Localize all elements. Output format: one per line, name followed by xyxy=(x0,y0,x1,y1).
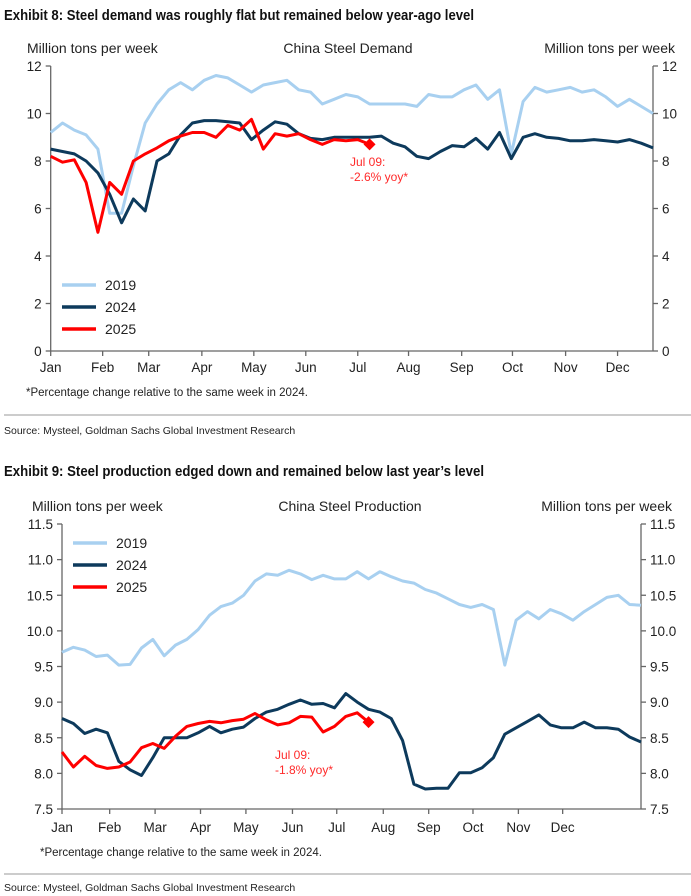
y-tick-label-left: 10.5 xyxy=(27,588,53,603)
legend-label: 2025 xyxy=(116,579,147,595)
legend-label: 2019 xyxy=(116,535,147,551)
series-line-2019 xyxy=(61,568,642,667)
y-tick-label-right: 6 xyxy=(662,202,670,217)
x-tick-label: Jun xyxy=(282,820,304,835)
y-tick-label-right: 9.5 xyxy=(650,660,669,675)
x-tick-label: Nov xyxy=(506,820,530,835)
y-tick-label-right: 10.0 xyxy=(650,624,676,639)
annotation-yoy: -2.6% yoy* xyxy=(350,170,408,184)
annotation-date: Jul 09: xyxy=(275,748,310,762)
latest-point-marker xyxy=(363,138,376,151)
x-tick-label: Sep xyxy=(450,360,474,375)
y-tick-label-left: 7.5 xyxy=(34,802,53,817)
y-tick-label-right: 11.5 xyxy=(650,517,675,532)
footnote: *Percentage change relative to the same … xyxy=(26,387,308,399)
y-tick-label-right: 0 xyxy=(662,344,670,359)
x-tick-label: Oct xyxy=(462,820,483,835)
exhibit-9: Exhibit 9: Steel production edged down a… xyxy=(4,464,691,894)
y-tick-label-left: 6 xyxy=(34,202,42,217)
exhibit-8: Exhibit 8: Steel demand was roughly flat… xyxy=(4,8,691,437)
series-line-2019 xyxy=(49,74,654,215)
series-line-2025 xyxy=(50,117,371,234)
x-tick-label: Jul xyxy=(328,820,345,835)
x-tick-label: Jan xyxy=(51,820,73,835)
x-tick-label: Mar xyxy=(143,820,167,835)
series-line-2024 xyxy=(61,692,642,791)
y-tick-label-right: 12 xyxy=(662,59,677,74)
x-tick-label: Jul xyxy=(349,360,366,375)
y-tick-label-right: 8 xyxy=(662,154,670,169)
y-tick-label-right: 8.5 xyxy=(650,731,669,746)
x-tick-label: Sep xyxy=(417,820,441,835)
y-tick-label-right: 7.5 xyxy=(650,802,669,817)
x-tick-label: Aug xyxy=(397,360,421,375)
y-tick-label-left: 9.5 xyxy=(34,660,53,675)
y-tick-label-left: 8 xyxy=(34,154,42,169)
y-tick-label-right: 8.0 xyxy=(650,766,669,781)
latest-point-marker xyxy=(362,716,375,729)
y-tick-label-right: 11.0 xyxy=(650,553,675,568)
y-tick-label-left: 9.0 xyxy=(34,695,53,710)
y-tick-label-left: 0 xyxy=(34,344,42,359)
y-tick-label-right: 2 xyxy=(662,297,670,312)
x-tick-label: Apr xyxy=(191,360,213,375)
y-tick-label-left: 12 xyxy=(27,59,42,74)
y-axis-label-right: Million tons per week xyxy=(544,40,676,56)
y-tick-label-right: 10.5 xyxy=(650,588,676,603)
y-tick-label-left: 10.0 xyxy=(27,624,53,639)
source: Source: Mysteel, Goldman Sachs Global In… xyxy=(4,882,295,894)
y-axis-label-left: Million tons per week xyxy=(27,40,159,56)
exhibit-title: Exhibit 8: Steel demand was roughly flat… xyxy=(4,8,474,24)
footnote: *Percentage change relative to the same … xyxy=(40,847,322,859)
chart-title: China Steel Production xyxy=(278,498,421,514)
y-tick-label-right: 10 xyxy=(662,107,677,122)
y-tick-label-left: 2 xyxy=(34,297,42,312)
y-axis-label-right: Million tons per week xyxy=(541,498,673,514)
x-tick-label: Dec xyxy=(606,360,630,375)
source: Source: Mysteel, Goldman Sachs Global In… xyxy=(4,425,295,437)
x-tick-label: Oct xyxy=(502,360,523,375)
x-tick-label: Dec xyxy=(551,820,575,835)
y-axis-label-left: Million tons per week xyxy=(32,498,164,514)
x-tick-label: Jan xyxy=(40,360,62,375)
x-tick-label: Apr xyxy=(190,820,212,835)
annotation-date: Jul 09: xyxy=(350,155,385,169)
legend-label: 2025 xyxy=(105,321,136,337)
y-tick-label-left: 10 xyxy=(27,107,42,122)
x-tick-label: Mar xyxy=(137,360,161,375)
legend-label: 2024 xyxy=(116,557,147,573)
y-tick-label-left: 11.0 xyxy=(28,553,53,568)
legend-label: 2024 xyxy=(105,299,136,315)
x-tick-label: Feb xyxy=(98,820,121,835)
y-tick-label-left: 4 xyxy=(34,249,42,264)
y-tick-label-left: 11.5 xyxy=(28,517,53,532)
x-tick-label: May xyxy=(233,820,259,835)
x-tick-label: Feb xyxy=(91,360,114,375)
chart-title: China Steel Demand xyxy=(283,40,412,56)
exhibit-title: Exhibit 9: Steel production edged down a… xyxy=(4,464,484,480)
y-tick-label-left: 8.0 xyxy=(34,766,53,781)
series-line-2025 xyxy=(60,711,370,770)
x-tick-label: May xyxy=(241,360,267,375)
y-tick-label-right: 4 xyxy=(662,249,670,264)
legend-label: 2019 xyxy=(105,277,136,293)
x-tick-label: Jun xyxy=(295,360,317,375)
y-tick-label-right: 9.0 xyxy=(650,695,669,710)
x-tick-label: Nov xyxy=(554,360,578,375)
annotation-yoy: -1.8% yoy* xyxy=(275,763,333,777)
x-tick-label: Aug xyxy=(371,820,395,835)
series-line-2024 xyxy=(50,119,654,225)
y-tick-label-left: 8.5 xyxy=(34,731,53,746)
